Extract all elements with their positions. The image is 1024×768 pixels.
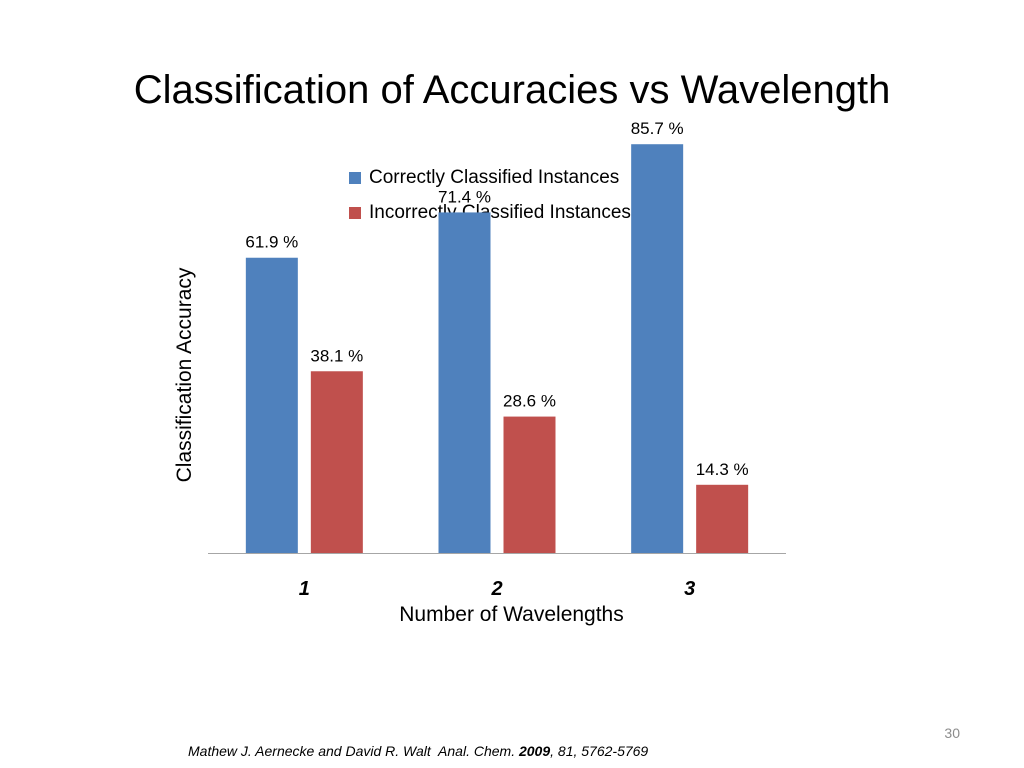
data-label-incorrect-2: 28.6 % [503,392,556,411]
citation-authors: Mathew J. Aernecke and David R. Walt [188,743,431,759]
slide-title: Classification of Accuracies vs Waveleng… [133,68,891,112]
x-axis-title: Number of Wavelengths [399,603,624,626]
bar-incorrect-1 [310,371,363,553]
bar-incorrect-2 [503,416,556,553]
legend-swatch-incorrect [349,206,361,219]
citation-journal: Anal. Chem. [438,743,516,759]
citation: Mathew J. Aernecke and David R. Walt Ana… [188,743,648,759]
bar-correct-1 [245,257,298,553]
data-label-correct-3: 85.7 % [631,119,684,138]
y-axis-title: Classification Accuracy [173,267,196,483]
x-axis-title-wrapper: Number of Wavelengths [0,603,1024,627]
page-number: 30 [944,725,960,741]
bar-correct-2 [438,212,491,553]
legend-item-incorrect: Incorrectly Classified Instances [349,195,631,230]
data-label-correct-1: 61.9 % [245,233,298,252]
x-tick-label-1: 1 [299,578,310,600]
bar-correct-3 [631,144,684,553]
data-label-incorrect-1: 38.1 % [310,346,363,365]
citation-year: 2009 [518,743,551,759]
citation-details: , 81, 5762-5769 [550,743,649,759]
chart-legend: Correctly Classified Instances Incorrect… [349,160,631,230]
legend-item-correct: Correctly Classified Instances [349,160,631,195]
bar-incorrect-3 [696,484,749,553]
x-tick-label-3: 3 [684,578,695,600]
legend-label-incorrect: Incorrectly Classified Instances [369,201,631,223]
legend-label-correct: Correctly Classified Instances [369,166,620,188]
x-tick-label-2: 2 [490,578,502,600]
data-label-correct-2: 71.4 % [438,187,491,206]
legend-swatch-correct [349,171,361,184]
data-label-incorrect-3: 14.3 % [696,460,749,479]
